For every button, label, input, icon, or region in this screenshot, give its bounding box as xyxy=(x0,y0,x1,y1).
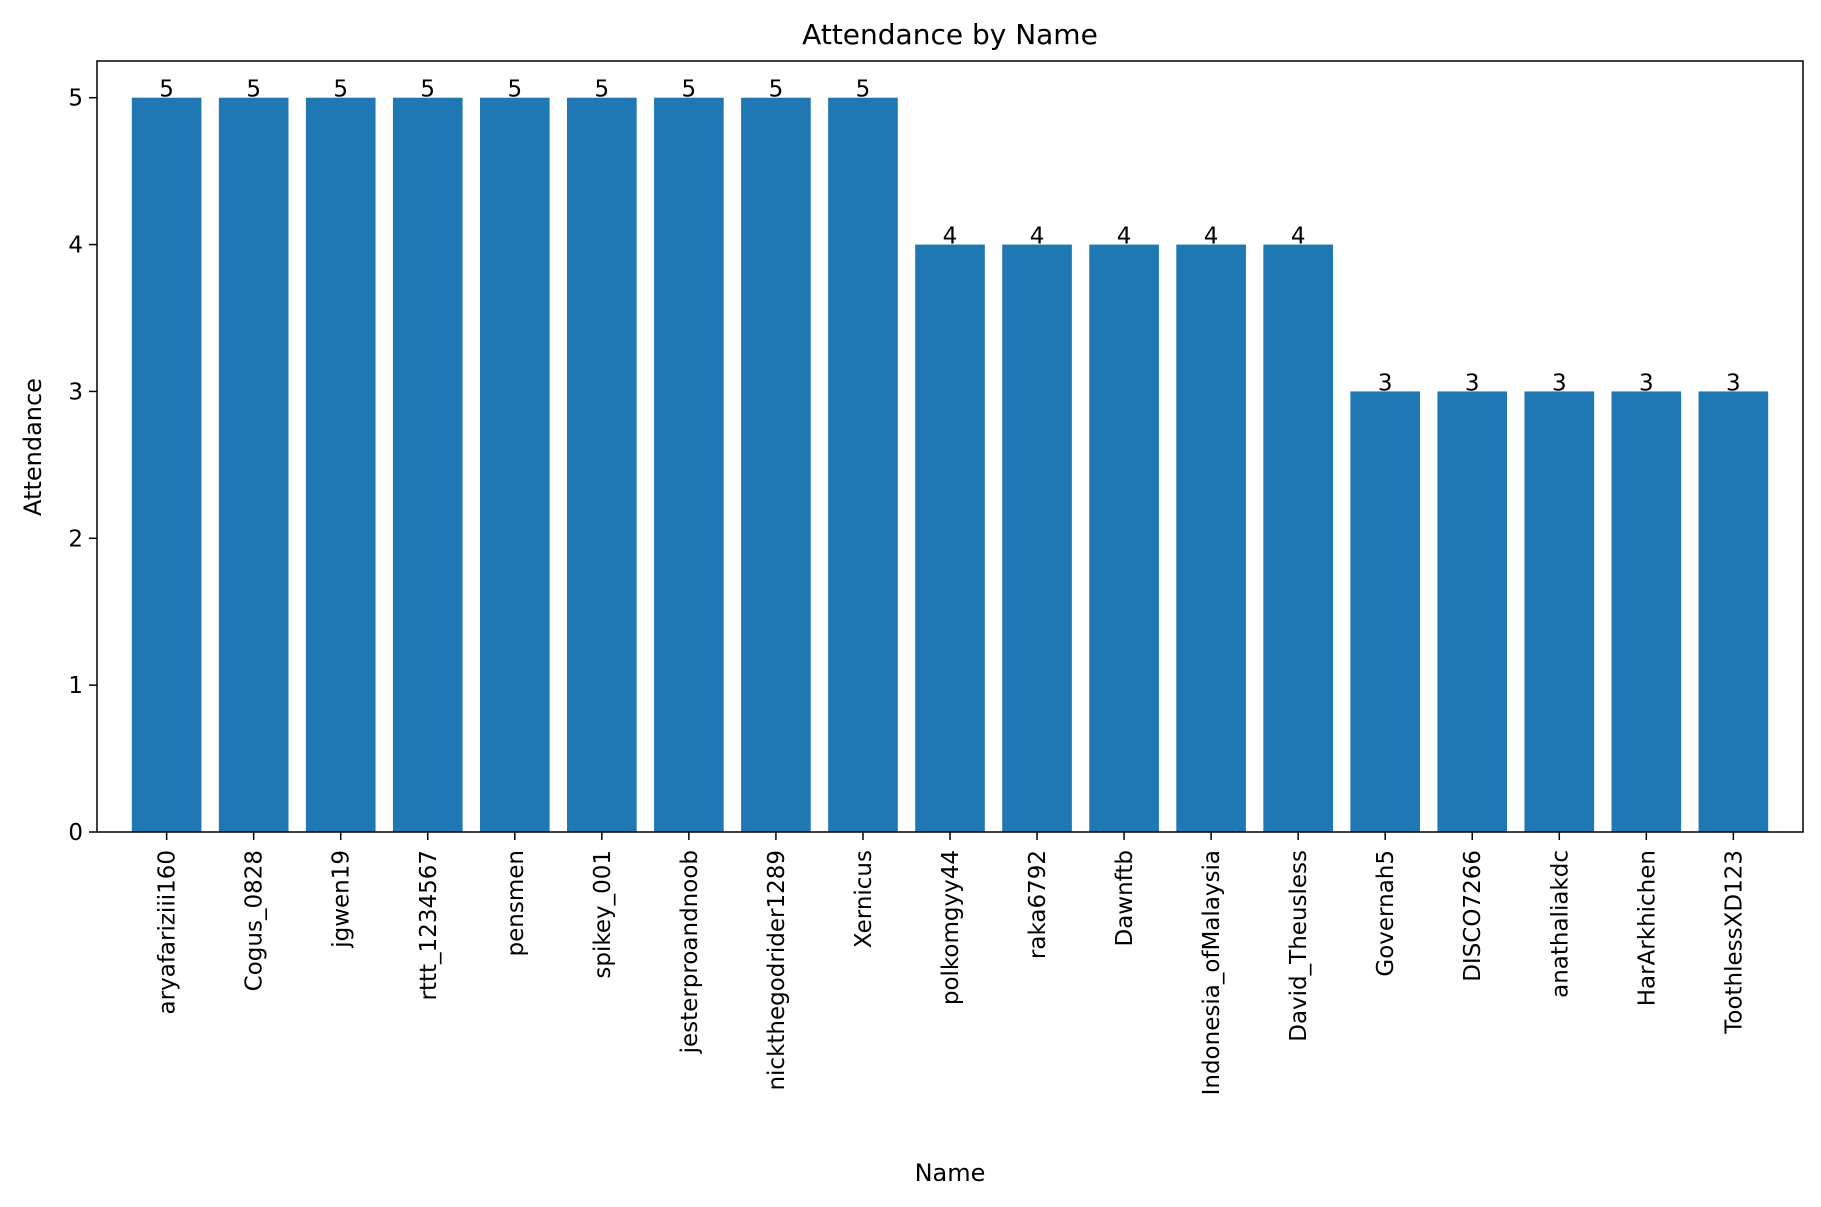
y-tick-label: 0 xyxy=(68,820,83,846)
x-tick-label: HarArkhichen xyxy=(1634,850,1660,1006)
x-tick-label: Cogus_0828 xyxy=(242,850,268,991)
bar-spikey_001 xyxy=(567,97,637,832)
data-label: 5 xyxy=(246,77,261,103)
data-label: 5 xyxy=(507,77,522,103)
bar-jesterproandnoob xyxy=(654,97,724,832)
bar-Dawnftb xyxy=(1089,244,1159,833)
data-label: 3 xyxy=(1552,370,1567,396)
data-label: 4 xyxy=(1291,224,1306,250)
data-label: 3 xyxy=(1465,370,1480,396)
bar-Cogus_0828 xyxy=(218,97,289,832)
bar-HarArkhichen xyxy=(1611,391,1682,832)
x-tick-label: Dawnftb xyxy=(1112,850,1138,947)
data-label: 3 xyxy=(1726,370,1741,396)
bar-David_Theusless xyxy=(1263,244,1333,833)
x-tick-label: rttt_1234567 xyxy=(416,850,442,1000)
y-tick-label: 2 xyxy=(68,526,83,552)
x-tick-label: spikey_001 xyxy=(590,850,616,979)
y-tick-label: 5 xyxy=(68,86,83,112)
x-axis: aryafariziii160 Cogus_0828 jgwen19 rttt_123… xyxy=(155,832,1747,1095)
bar-aryafariziii160 xyxy=(131,97,202,832)
data-label: 5 xyxy=(420,77,435,103)
data-label: 4 xyxy=(943,224,958,250)
x-tick-label: Xernicus xyxy=(851,850,877,948)
x-tick-label: David_Theusless xyxy=(1286,850,1312,1042)
x-axis-label: Name xyxy=(915,1159,986,1187)
plot-frame xyxy=(96,60,1804,833)
bars-group xyxy=(131,97,1769,833)
data-label: 4 xyxy=(1117,224,1132,250)
x-tick-label: ToothlessXD123 xyxy=(1721,850,1747,1035)
data-label: 5 xyxy=(333,77,348,103)
bar-Governah5 xyxy=(1350,391,1421,832)
bar-pensmen xyxy=(479,97,550,832)
data-label: 5 xyxy=(159,77,174,103)
data-labels-group: 5 5 5 5 5 5 5 5 5 4 4 4 4 4 3 3 3 3 3 xyxy=(159,77,1740,397)
y-tick-label: 1 xyxy=(68,673,83,699)
bar-rttt_1234567 xyxy=(392,97,463,832)
data-label: 5 xyxy=(595,77,610,103)
data-label: 3 xyxy=(1639,370,1654,396)
data-label: 5 xyxy=(856,77,871,103)
bar-DISCO7266 xyxy=(1437,391,1508,832)
bar-anathaliakdc xyxy=(1524,391,1595,832)
x-tick-label: Indonesia_ofMalaysia xyxy=(1199,850,1225,1095)
x-tick-label: jesterproandnoob xyxy=(677,850,703,1054)
bar-ToothlessXD123 xyxy=(1698,391,1769,832)
bar-nickthegodrider1289 xyxy=(741,97,811,832)
bar-polkomgyy44 xyxy=(915,244,985,833)
x-tick-label: nickthegodrider1289 xyxy=(764,850,790,1091)
data-label: 5 xyxy=(682,77,697,103)
y-axis: 0 1 2 3 4 5 xyxy=(68,86,97,846)
x-tick-label: Governah5 xyxy=(1373,850,1399,977)
x-tick-label: polkomgyy44 xyxy=(938,850,964,1005)
data-label: 5 xyxy=(769,77,784,103)
x-tick-label: DISCO7266 xyxy=(1460,850,1486,982)
y-tick-label: 3 xyxy=(68,379,83,405)
bar-raka6792 xyxy=(1002,244,1072,833)
bar-Xernicus xyxy=(828,97,898,832)
y-axis-label: Attendance xyxy=(19,378,47,516)
bar-jgwen19 xyxy=(305,97,376,832)
data-label: 3 xyxy=(1378,370,1393,396)
data-label: 4 xyxy=(1204,224,1219,250)
x-tick-label: anathaliakdc xyxy=(1547,850,1573,998)
data-label: 4 xyxy=(1030,224,1045,250)
y-tick-label: 4 xyxy=(68,233,83,259)
bar-Indonesia_ofMalaysia xyxy=(1176,244,1246,833)
chart-title: Attendance by Name xyxy=(802,18,1098,51)
x-tick-label: raka6792 xyxy=(1025,850,1051,959)
x-tick-label: jgwen19 xyxy=(329,850,355,949)
x-tick-label: aryafariziii160 xyxy=(155,850,181,1014)
x-tick-label: pensmen xyxy=(503,850,529,956)
